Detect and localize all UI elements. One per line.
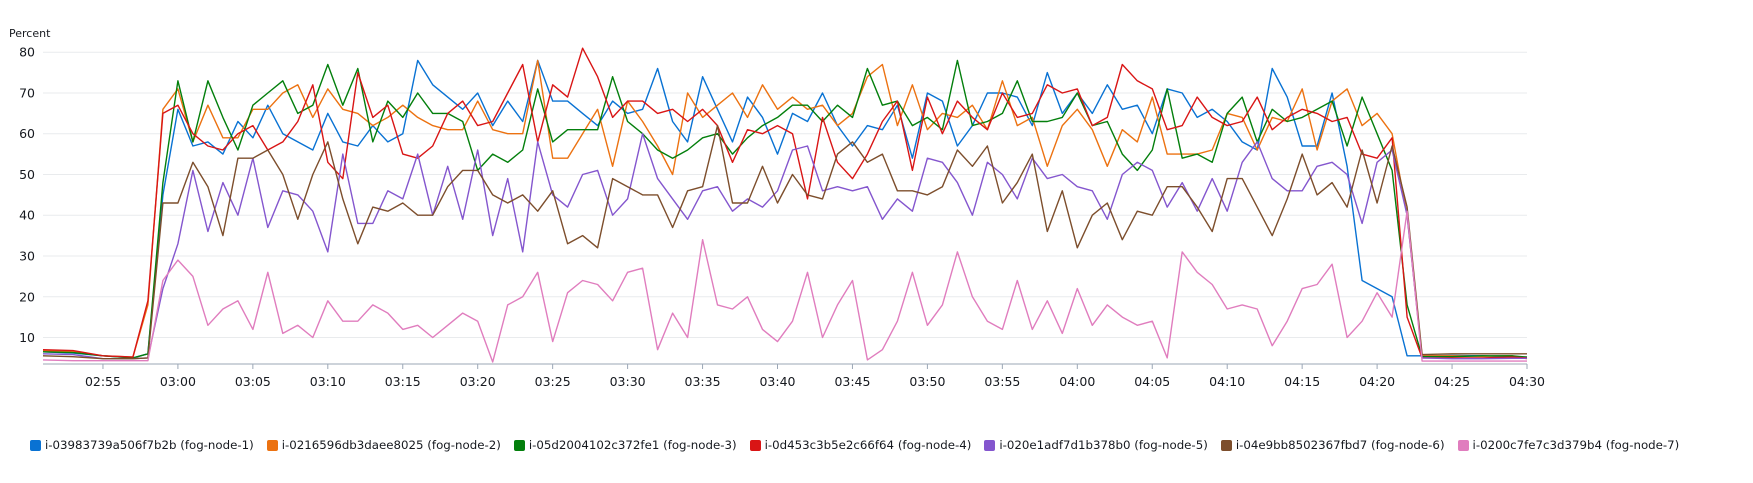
x-tick-label: 03:50 — [909, 374, 945, 389]
x-tick-label: 04:20 — [1359, 374, 1395, 389]
series-line-2[interactable] — [42, 59, 1528, 360]
legend-swatch — [749, 439, 761, 451]
legend-swatch — [513, 439, 525, 451]
series-line-3[interactable] — [42, 59, 1528, 359]
y-tick-label: 40 — [19, 208, 35, 223]
legend: i-03983739a506f7b2b (fog-node-1) i-021659… — [30, 438, 1692, 452]
legend-label: i-03983739a506f7b2b (fog-node-1) — [45, 438, 254, 452]
legend-label: i-0d453c3b5e2c66f64 (fog-node-4) — [764, 438, 972, 452]
x-tick-label: 04:05 — [1134, 374, 1170, 389]
y-tick-label: 50 — [19, 167, 35, 182]
legend-item[interactable]: i-05d2004102c372fe1 (fog-node-3) — [513, 438, 737, 452]
x-tick-label: 03:00 — [160, 374, 196, 389]
legend-label: i-0200c7fe7c3d379b4 (fog-node-7) — [1472, 438, 1680, 452]
legend-swatch — [30, 439, 41, 451]
legend-item[interactable]: i-0200c7fe7c3d379b4 (fog-node-7) — [1457, 438, 1680, 452]
y-tick-label: 20 — [19, 289, 35, 304]
series-lines — [42, 47, 1528, 363]
legend-label: i-0216596db3daee8025 (fog-node-2) — [281, 438, 501, 452]
x-tick-label: 03:05 — [235, 374, 271, 389]
legend-swatch — [1457, 439, 1469, 451]
x-tick-label: 03:15 — [385, 374, 421, 389]
series-line-7[interactable] — [42, 210, 1527, 363]
x-tick-label: 03:55 — [984, 374, 1020, 389]
x-tick-label: 02:55 — [85, 374, 121, 389]
legend-label: i-05d2004102c372fe1 (fog-node-3) — [528, 438, 737, 452]
legend-label: i-04e9bb8502367fbd7 (fog-node-6) — [1235, 438, 1445, 452]
series-line-1[interactable] — [42, 59, 1527, 359]
x-tick-label: 03:35 — [685, 374, 721, 389]
y-tick-label: 70 — [19, 85, 35, 100]
line-chart: 10 20 30 40 50 60 70 80 02:55 03:00 03:05 03:10 03:… — [19, 45, 1545, 389]
x-tick-label: 04:00 — [1059, 374, 1095, 389]
x-tick-label: 04:10 — [1209, 374, 1245, 389]
y-axis-label: Percent — [9, 27, 51, 40]
legend-item[interactable]: i-0216596db3daee8025 (fog-node-2) — [266, 438, 501, 452]
legend-item[interactable]: i-04e9bb8502367fbd7 (fog-node-6) — [1220, 438, 1445, 452]
x-tick-label: 03:45 — [834, 374, 870, 389]
legend-swatch — [266, 439, 278, 451]
x-tick-label: 03:20 — [460, 374, 496, 389]
x-tick-label: 04:15 — [1284, 374, 1320, 389]
y-tick-label: 10 — [19, 330, 35, 345]
legend-swatch — [1220, 439, 1232, 451]
x-tick-label: 03:30 — [610, 374, 646, 389]
y-tick-label: 30 — [19, 249, 35, 264]
legend-item[interactable]: i-03983739a506f7b2b (fog-node-1) — [30, 438, 254, 452]
legend-item[interactable]: i-020e1adf7d1b378b0 (fog-node-5) — [984, 438, 1208, 452]
x-tick-label: 04:30 — [1509, 374, 1545, 389]
legend-label: i-020e1adf7d1b378b0 (fog-node-5) — [999, 438, 1208, 452]
x-tick-label: 03:40 — [759, 374, 795, 389]
series-line-5[interactable] — [42, 132, 1527, 360]
legend-item[interactable]: i-0d453c3b5e2c66f64 (fog-node-4) — [749, 438, 972, 452]
x-tick-label: 03:10 — [310, 374, 346, 389]
x-tick-label: 04:25 — [1434, 374, 1470, 389]
x-tick-label: 03:25 — [535, 374, 571, 389]
series-line-6[interactable] — [42, 124, 1527, 360]
x-axis-ticks: 02:55 03:00 03:05 03:10 03:15 03:20 03:25 03:30… — [85, 364, 1545, 389]
y-tick-label: 80 — [19, 45, 35, 60]
y-tick-label: 60 — [19, 126, 35, 141]
y-axis-ticks: 10 20 30 40 50 60 70 80 — [19, 45, 35, 345]
grid-lines — [43, 51, 1527, 365]
series-line-4[interactable] — [42, 47, 1528, 359]
legend-swatch — [984, 439, 996, 451]
